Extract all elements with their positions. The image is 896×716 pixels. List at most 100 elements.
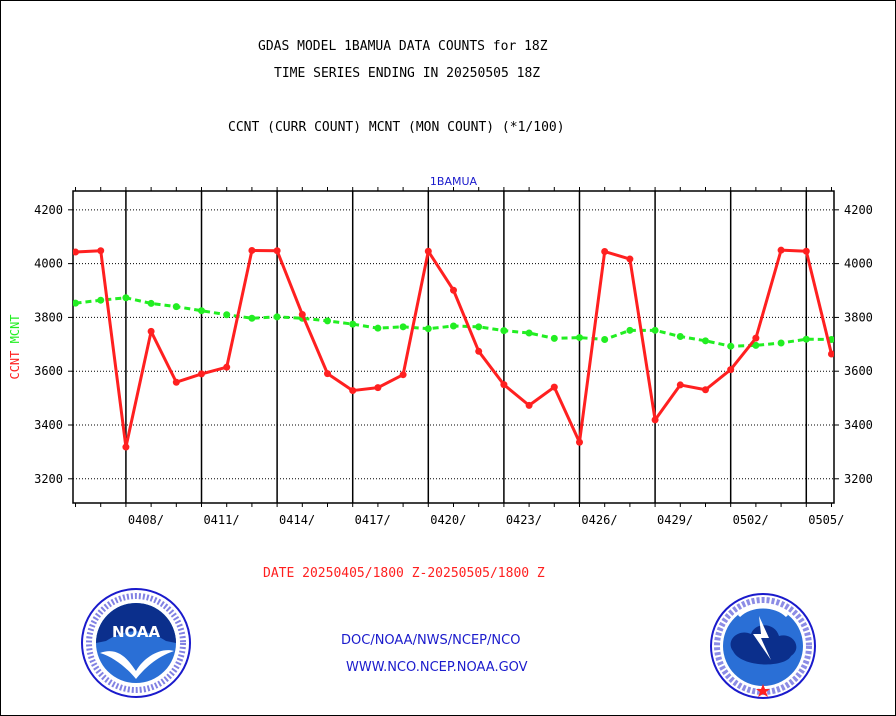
series-line-mcnt (75, 296, 832, 348)
y-tick-label: 4200 (844, 203, 873, 217)
data-point-mcnt (752, 341, 760, 349)
data-point-ccnt (676, 381, 684, 389)
data-point-mcnt (550, 334, 558, 342)
x-tick-label: 0417/ (355, 513, 391, 527)
noaa-logo-ring-lettering (86, 593, 186, 693)
data-point-mcnt (802, 335, 810, 343)
data-point-ccnt (802, 247, 810, 255)
data-point-ccnt (198, 370, 206, 378)
data-point-mcnt (500, 327, 508, 335)
data-point-ccnt (575, 438, 583, 446)
data-point-ccnt (450, 286, 457, 294)
data-point-mcnt (626, 326, 634, 334)
data-point-mcnt (701, 337, 709, 345)
noaa-logo-bird-icon (100, 650, 174, 679)
data-point-ccnt (701, 386, 709, 394)
y-axis-label: CCNT MCNT (8, 314, 22, 379)
nws-logo-lightning-icon (753, 616, 771, 660)
series-line-ccnt (75, 248, 833, 449)
data-point-ccnt (349, 387, 357, 395)
data-point-mcnt (651, 326, 659, 334)
data-point-mcnt (727, 342, 735, 350)
data-point-mcnt (601, 335, 609, 343)
data-point-mcnt (450, 322, 457, 330)
chart-subtitle: CCNT (CURR COUNT) MCNT (MON COUNT) (*1/1… (228, 120, 565, 135)
x-tick-label: 0505/ (808, 513, 844, 527)
data-point-ccnt (248, 246, 256, 254)
data-point-ccnt (550, 383, 558, 391)
noaa-logo-sky (96, 603, 176, 643)
x-tick-label: 0420/ (430, 513, 466, 527)
data-point-ccnt (626, 255, 634, 263)
data-point-ccnt (601, 248, 609, 256)
data-point-ccnt (122, 443, 130, 451)
data-point-mcnt (575, 334, 583, 342)
y-tick-label: 3600 (844, 364, 873, 378)
y-tick-label: 3800 (844, 310, 873, 324)
x-tick-label: 0411/ (203, 513, 239, 527)
data-point-mcnt (349, 320, 357, 328)
data-point-ccnt (399, 371, 407, 379)
data-point-mcnt (324, 317, 332, 325)
data-point-ccnt (827, 350, 834, 358)
x-tick-label: 0426/ (581, 513, 617, 527)
y-tick-label: 3400 (34, 418, 63, 432)
data-point-mcnt (273, 313, 281, 321)
data-point-ccnt (752, 334, 760, 342)
data-point-ccnt (223, 363, 231, 371)
x-tick-label: 0408/ (128, 513, 164, 527)
y-axis-label-part: MCNT (8, 314, 22, 350)
data-point-mcnt (676, 333, 684, 341)
data-point-ccnt (424, 247, 432, 255)
footer-agency-path: DOC/NOAA/NWS/NCEP/NCO (341, 633, 521, 648)
y-tick-label: 3800 (34, 310, 63, 324)
y-tick-label: 4200 (34, 203, 63, 217)
data-point-mcnt (147, 299, 155, 307)
data-point-ccnt (777, 246, 785, 254)
data-point-ccnt (324, 370, 332, 378)
data-point-mcnt (73, 299, 80, 307)
y-tick-label: 4000 (34, 257, 63, 271)
x-tick-label: 0414/ (279, 513, 315, 527)
data-point-ccnt (475, 347, 483, 355)
data-point-mcnt (525, 329, 533, 337)
series-mcnt (73, 294, 834, 350)
data-point-mcnt (475, 323, 483, 331)
x-tick-label: 0429/ (657, 513, 693, 527)
noaa-logo-text: NOAA (112, 623, 161, 641)
data-point-ccnt (172, 378, 180, 386)
x-tick-label: 0423/ (506, 513, 542, 527)
x-tick-label: 0502/ (733, 513, 769, 527)
data-point-mcnt (399, 323, 407, 331)
data-point-ccnt (525, 401, 533, 409)
footer-website: WWW.NCO.NCEP.NOAA.GOV (346, 660, 528, 675)
data-point-ccnt (273, 247, 281, 255)
y-tick-label: 4000 (844, 257, 873, 271)
date-range-label: DATE 20250405/1800 Z-20250505/1800 Z (263, 566, 545, 581)
data-point-mcnt (424, 325, 432, 333)
y-tick-label: 3400 (844, 418, 873, 432)
plot-frame (72, 190, 835, 504)
series-ccnt (73, 246, 834, 451)
nws-logo-swirl (737, 605, 789, 618)
y-tick-label: 3200 (34, 472, 63, 486)
data-point-mcnt (248, 314, 256, 322)
noaa-logo: NOAA (81, 588, 191, 698)
data-point-mcnt (198, 307, 206, 315)
data-point-ccnt (298, 310, 306, 318)
data-point-ccnt (73, 248, 80, 256)
data-point-ccnt (651, 416, 659, 424)
nws-logo: NATIONAL WEATHER SERVICE (710, 593, 816, 699)
data-point-mcnt (97, 296, 105, 304)
y-axis-label-part: CCNT (8, 351, 22, 380)
data-point-ccnt (500, 381, 508, 389)
data-point-ccnt (97, 247, 105, 255)
data-point-mcnt (223, 311, 231, 319)
chart-title-line1: GDAS MODEL 1BAMUA DATA COUNTS for 18Z (258, 39, 548, 54)
data-point-mcnt (122, 294, 130, 302)
data-point-mcnt (172, 303, 180, 311)
data-point-mcnt (374, 324, 382, 332)
plot-title: 1BAMUA (430, 175, 478, 188)
